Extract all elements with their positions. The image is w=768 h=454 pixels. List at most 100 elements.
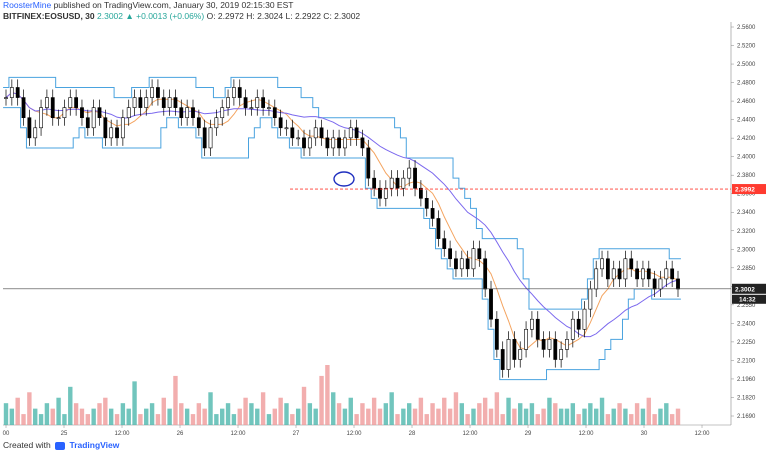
volume-bar xyxy=(208,392,213,425)
candle-body xyxy=(191,107,195,119)
volume-bar xyxy=(512,408,517,425)
volume-bar xyxy=(132,381,137,425)
candle-body xyxy=(325,137,330,149)
candle-body xyxy=(547,339,552,350)
x-tick-label: 12:00 xyxy=(578,431,594,437)
author-link[interactable]: RoosterMine xyxy=(3,0,52,10)
candle-body xyxy=(202,127,207,149)
volume-bar xyxy=(588,403,593,425)
candle-body xyxy=(594,268,599,290)
volume-bar xyxy=(430,403,435,425)
volume-bar xyxy=(617,403,622,425)
ma-slow-line xyxy=(5,91,679,338)
y-tick-label: 2.2250 xyxy=(737,340,756,346)
candle-body xyxy=(535,318,540,340)
symbol-line: BITFINEX:EOSUSD, 30 2.3002 ▲ +0.0013 (+0… xyxy=(3,11,360,22)
y-tick-label: 2.5000 xyxy=(737,62,756,68)
volume-bar xyxy=(354,414,359,425)
x-tick-label: 12:00 xyxy=(346,431,362,437)
candle-body xyxy=(582,308,587,330)
chart-header: RoosterMine published on TradingView.com… xyxy=(0,0,768,22)
volume-bar xyxy=(576,414,581,425)
candle-body xyxy=(366,147,371,179)
candle-body xyxy=(173,97,178,108)
volume-bar xyxy=(342,408,348,425)
candle-body xyxy=(570,318,575,340)
candle-body xyxy=(27,117,32,139)
y-tick-label: 2.3800 xyxy=(737,173,756,179)
volume-bar xyxy=(214,414,219,425)
candle-body xyxy=(418,187,423,199)
volume-bar xyxy=(605,414,611,425)
candle-body xyxy=(360,137,365,149)
volume-bar xyxy=(547,397,552,425)
annotation-ellipse xyxy=(333,171,355,187)
volume-bar xyxy=(167,408,172,425)
candle-body xyxy=(80,107,84,119)
candle-body xyxy=(641,268,645,280)
candle-body xyxy=(652,278,657,290)
volume-bar xyxy=(395,414,400,425)
volume-bar xyxy=(243,397,248,425)
candle-body xyxy=(348,127,353,139)
candle-body xyxy=(524,328,528,350)
price-change: 2.3002 ▲ +0.0013 (+0.06%) xyxy=(97,11,205,21)
volume-bar xyxy=(50,408,55,425)
volume-bar xyxy=(196,403,202,425)
candle-body xyxy=(576,318,581,330)
volume-bar xyxy=(97,403,102,425)
candle-body xyxy=(424,198,429,209)
x-tick-label: 12:00 xyxy=(694,431,710,437)
volume-bar xyxy=(68,386,73,425)
candle-body xyxy=(302,137,306,149)
volume-bar xyxy=(348,397,353,425)
candle-body xyxy=(21,97,26,119)
volume-bar xyxy=(120,403,126,425)
candle-body xyxy=(39,107,43,129)
tradingview-brand[interactable]: TradingView xyxy=(69,440,120,450)
volume-bar xyxy=(85,414,91,425)
volume-bar xyxy=(360,403,365,425)
candle-body xyxy=(243,97,248,108)
y-tick-label: 2.3000 xyxy=(737,247,756,253)
volume-bar xyxy=(442,397,447,425)
volume-bar xyxy=(658,408,663,425)
candle-body xyxy=(249,107,254,109)
candle-body xyxy=(138,97,143,108)
candle-body xyxy=(91,107,96,129)
ohlc-values: O: 2.2972 H: 2.3024 L: 2.2922 C: 2.3002 xyxy=(206,11,361,21)
candle-body xyxy=(9,87,14,98)
candle-body xyxy=(144,97,149,108)
candle-body xyxy=(670,268,675,280)
candle-body xyxy=(115,127,119,139)
x-tick-label: 12:00 xyxy=(230,431,246,437)
candle-body xyxy=(196,117,201,129)
candle-body xyxy=(442,238,447,249)
volume-bar xyxy=(535,414,540,425)
x-tick-label: 26 xyxy=(177,431,184,437)
x-tick-label: 12:00 xyxy=(462,431,478,437)
y-tick-label: 2.3200 xyxy=(737,229,756,235)
chart-footer: Created with TradingView xyxy=(0,438,768,454)
volume-bar xyxy=(149,403,155,425)
candle-body xyxy=(477,248,482,260)
candle-body xyxy=(132,97,137,108)
candle-body xyxy=(103,117,108,139)
volume-bar xyxy=(669,414,675,425)
volume-bar xyxy=(184,408,190,425)
candle-body xyxy=(50,97,55,119)
volume-bar xyxy=(389,392,394,425)
x-tick-label: 29 xyxy=(525,431,532,437)
volume-bar xyxy=(202,408,207,425)
candle-body xyxy=(343,137,347,149)
candle-body xyxy=(97,107,102,119)
volume-bar xyxy=(494,392,500,425)
x-tick-label: 30 xyxy=(641,431,648,437)
volume-bar xyxy=(260,392,266,425)
candle-body xyxy=(629,258,634,270)
level-price-label: 2.3992 xyxy=(735,187,755,194)
candle-body xyxy=(635,268,639,280)
volume-bar xyxy=(465,414,470,425)
candle-body xyxy=(109,127,114,139)
